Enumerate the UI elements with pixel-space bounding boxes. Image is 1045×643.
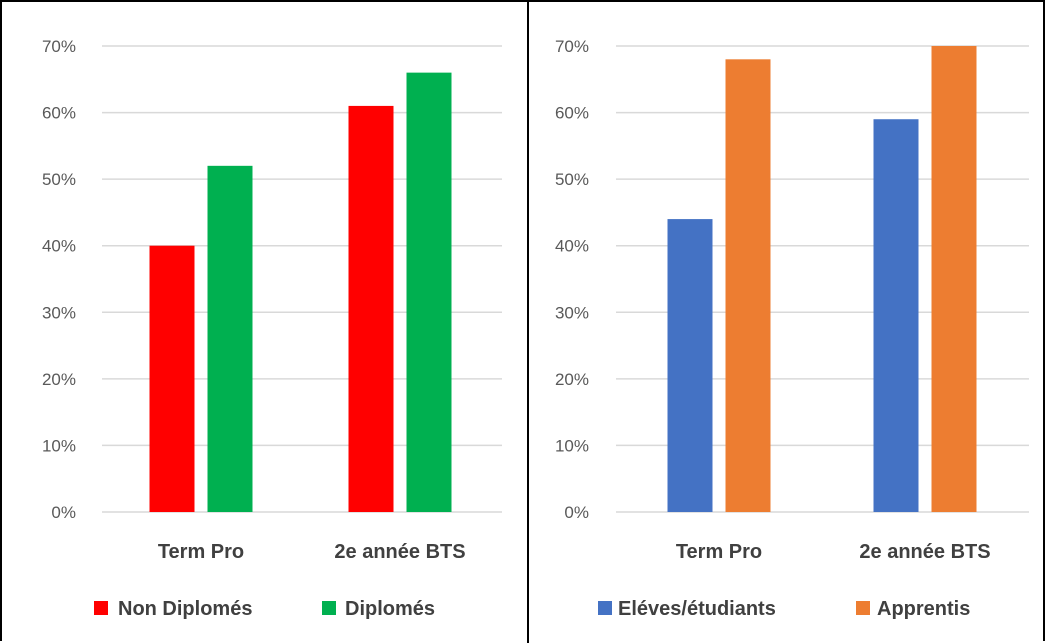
y-tick-label: 70% (42, 37, 76, 56)
y-tick-label: 60% (42, 104, 76, 123)
bar (931, 46, 977, 512)
y-tick-label: 40% (555, 237, 589, 256)
bar-chart-left: 0% 10% 20% 30% 40% 50% 60% 70% Term Pro 2e année … (42, 37, 502, 620)
legend-label: Diplomés (345, 598, 435, 620)
legend-label: Apprentis (877, 598, 970, 620)
y-tick-label: 20% (555, 370, 589, 389)
legend-swatch (598, 601, 612, 615)
y-tick-label: 40% (42, 237, 76, 256)
panel-divider (527, 2, 529, 643)
legend-swatch (94, 601, 108, 615)
y-tick-label: 10% (555, 436, 589, 455)
chart-panel-right: 0% 10% 20% 30% 40% 50% 60% 70% Term Pro 2e année … (529, 2, 1045, 643)
x-category-label: 2e année BTS (334, 541, 465, 563)
y-tick-label: 50% (42, 170, 76, 189)
bar-chart-right: 0% 10% 20% 30% 40% 50% 60% 70% Term Pro 2e année … (555, 37, 1029, 620)
bar (149, 245, 195, 512)
y-tick-label: 70% (555, 37, 589, 56)
bar (348, 105, 394, 513)
x-category-label: 2e année BTS (859, 541, 990, 563)
y-tick-label: 30% (42, 303, 76, 322)
legend-swatch (856, 601, 870, 615)
legend-label: Eléves/étudiants (618, 598, 776, 620)
x-category-label: Term Pro (158, 541, 244, 563)
bar (207, 165, 253, 513)
x-category-label: Term Pro (676, 541, 762, 563)
y-tick-label: 0% (51, 503, 76, 522)
y-tick-label: 10% (42, 436, 76, 455)
y-tick-label: 60% (555, 104, 589, 123)
y-tick-label: 20% (42, 370, 76, 389)
legend-label: Non Diplomés (118, 598, 252, 620)
y-tick-label: 30% (555, 303, 589, 322)
chart-panel-left: 0% 10% 20% 30% 40% 50% 60% 70% Term Pro 2e année … (2, 2, 527, 643)
bar (725, 59, 771, 513)
bar (406, 72, 452, 512)
bar (873, 119, 919, 512)
y-tick-label: 0% (564, 503, 589, 522)
y-tick-label: 50% (555, 170, 589, 189)
legend-swatch (322, 601, 336, 615)
bar (667, 219, 713, 513)
